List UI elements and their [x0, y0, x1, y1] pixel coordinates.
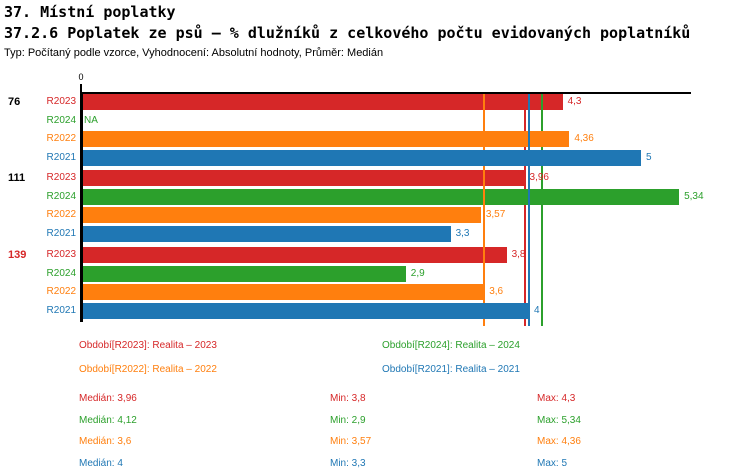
stat-min-R2021: Min: 3,3 [330, 458, 366, 469]
bar-value-label: 3,6 [489, 286, 504, 297]
bar-value-label: 4 [534, 304, 540, 316]
bar-value-label: 3,3 [455, 227, 470, 239]
bar-value-label: 4,36 [574, 133, 594, 144]
median-line-R2021 [528, 93, 530, 326]
row-label-R2024: R2024 [46, 190, 76, 202]
stat-max-R2024: Max: 5,34 [537, 415, 581, 426]
stat-max-R2021: Max: 5 [537, 458, 568, 469]
page-title: 37. Místní poplatky [4, 3, 176, 21]
stat-max-R2023: Max: 4,3 [537, 393, 576, 404]
y-axis-line [80, 92, 83, 322]
stat-median-R2024: Medián: 4,12 [79, 415, 137, 426]
bar-value-label: 5,34 [684, 190, 704, 202]
stat-median-R2023: Medián: 3,96 [79, 393, 137, 404]
median-line-R2023 [523, 93, 526, 326]
bar-value-label: 2,9 [410, 267, 425, 279]
bar-value-label: 4,3 [567, 96, 582, 107]
stat-median-R2021: Medián: 4 [79, 458, 123, 469]
bar-R2023 [81, 170, 525, 186]
bar-R2024 [81, 265, 406, 282]
row-label-R2023: R2023 [46, 249, 76, 260]
bar-R2023 [81, 94, 563, 110]
plot-area: 0 76 R2023 4,3 R2024 NA R2022 4,36 R2021 5 111 R20… [8, 72, 704, 326]
stat-min-R2022: Min: 3,57 [330, 436, 372, 447]
row-label-R2022: R2022 [46, 133, 76, 144]
row-label-R2021: R2021 [46, 227, 76, 239]
bar-R2022 [81, 284, 485, 300]
bar-R2021 [81, 225, 451, 242]
group-label: 76 [8, 96, 21, 108]
bar-value-label: 3,96 [529, 172, 549, 183]
x-axis-tick [80, 84, 82, 93]
stat-median-R2022: Medián: 3,6 [79, 436, 132, 447]
legend: Období[R2023]: Realita – 2023 Období[R202… [0, 330, 750, 380]
median-line-R2022 [483, 93, 486, 326]
bar-R2023 [81, 247, 507, 263]
bar-value-label: 3,57 [485, 209, 506, 220]
row-label-R2024: R2024 [46, 267, 76, 279]
group-label: 139 [8, 249, 27, 261]
stat-min-R2024: Min: 2,9 [330, 415, 366, 426]
legend-item-R2023: Období[R2023]: Realita – 2023 [79, 340, 217, 351]
bar-R2024 [81, 188, 680, 205]
bar-value-label: NA [84, 114, 98, 126]
row-label-R2022: R2022 [46, 209, 76, 220]
bar-R2021 [81, 302, 529, 319]
stats-table: Medián: 3,96 Min: 3,8 Max: 4,3 Medián: 4,12… [0, 385, 750, 476]
bar-value-label: 5 [646, 151, 652, 163]
group-label: 111 [8, 172, 26, 184]
row-label-R2024: R2024 [46, 114, 76, 126]
row-label-R2021: R2021 [46, 304, 76, 316]
chart-meta: Typ: Počítaný podle vzorce, Vyhodnocení:… [4, 47, 384, 59]
bar-value-label: 3,8 [511, 249, 526, 260]
stat-min-R2023: Min: 3,8 [330, 393, 366, 404]
legend-item-R2021: Období[R2021]: Realita – 2021 [382, 364, 520, 375]
legend-item-R2022: Období[R2022]: Realita – 2022 [79, 364, 217, 375]
x-axis-zero-label: 0 [78, 72, 84, 82]
row-label-R2023: R2023 [46, 96, 76, 107]
bar-R2021 [81, 149, 641, 166]
legend-item-R2024: Období[R2024]: Realita – 2024 [382, 340, 520, 351]
x-axis-line [81, 92, 691, 94]
chart-subtitle: 37.2.6 Poplatek ze psů – % dlužníků z ce… [4, 24, 691, 42]
row-label-R2023: R2023 [46, 172, 76, 183]
bar-R2022 [81, 207, 481, 223]
row-label-R2022: R2022 [46, 286, 76, 297]
median-line-R2024 [541, 93, 544, 326]
row-label-R2021: R2021 [46, 151, 76, 163]
bar-R2022 [81, 131, 570, 147]
stat-max-R2022: Max: 4,36 [537, 436, 581, 447]
